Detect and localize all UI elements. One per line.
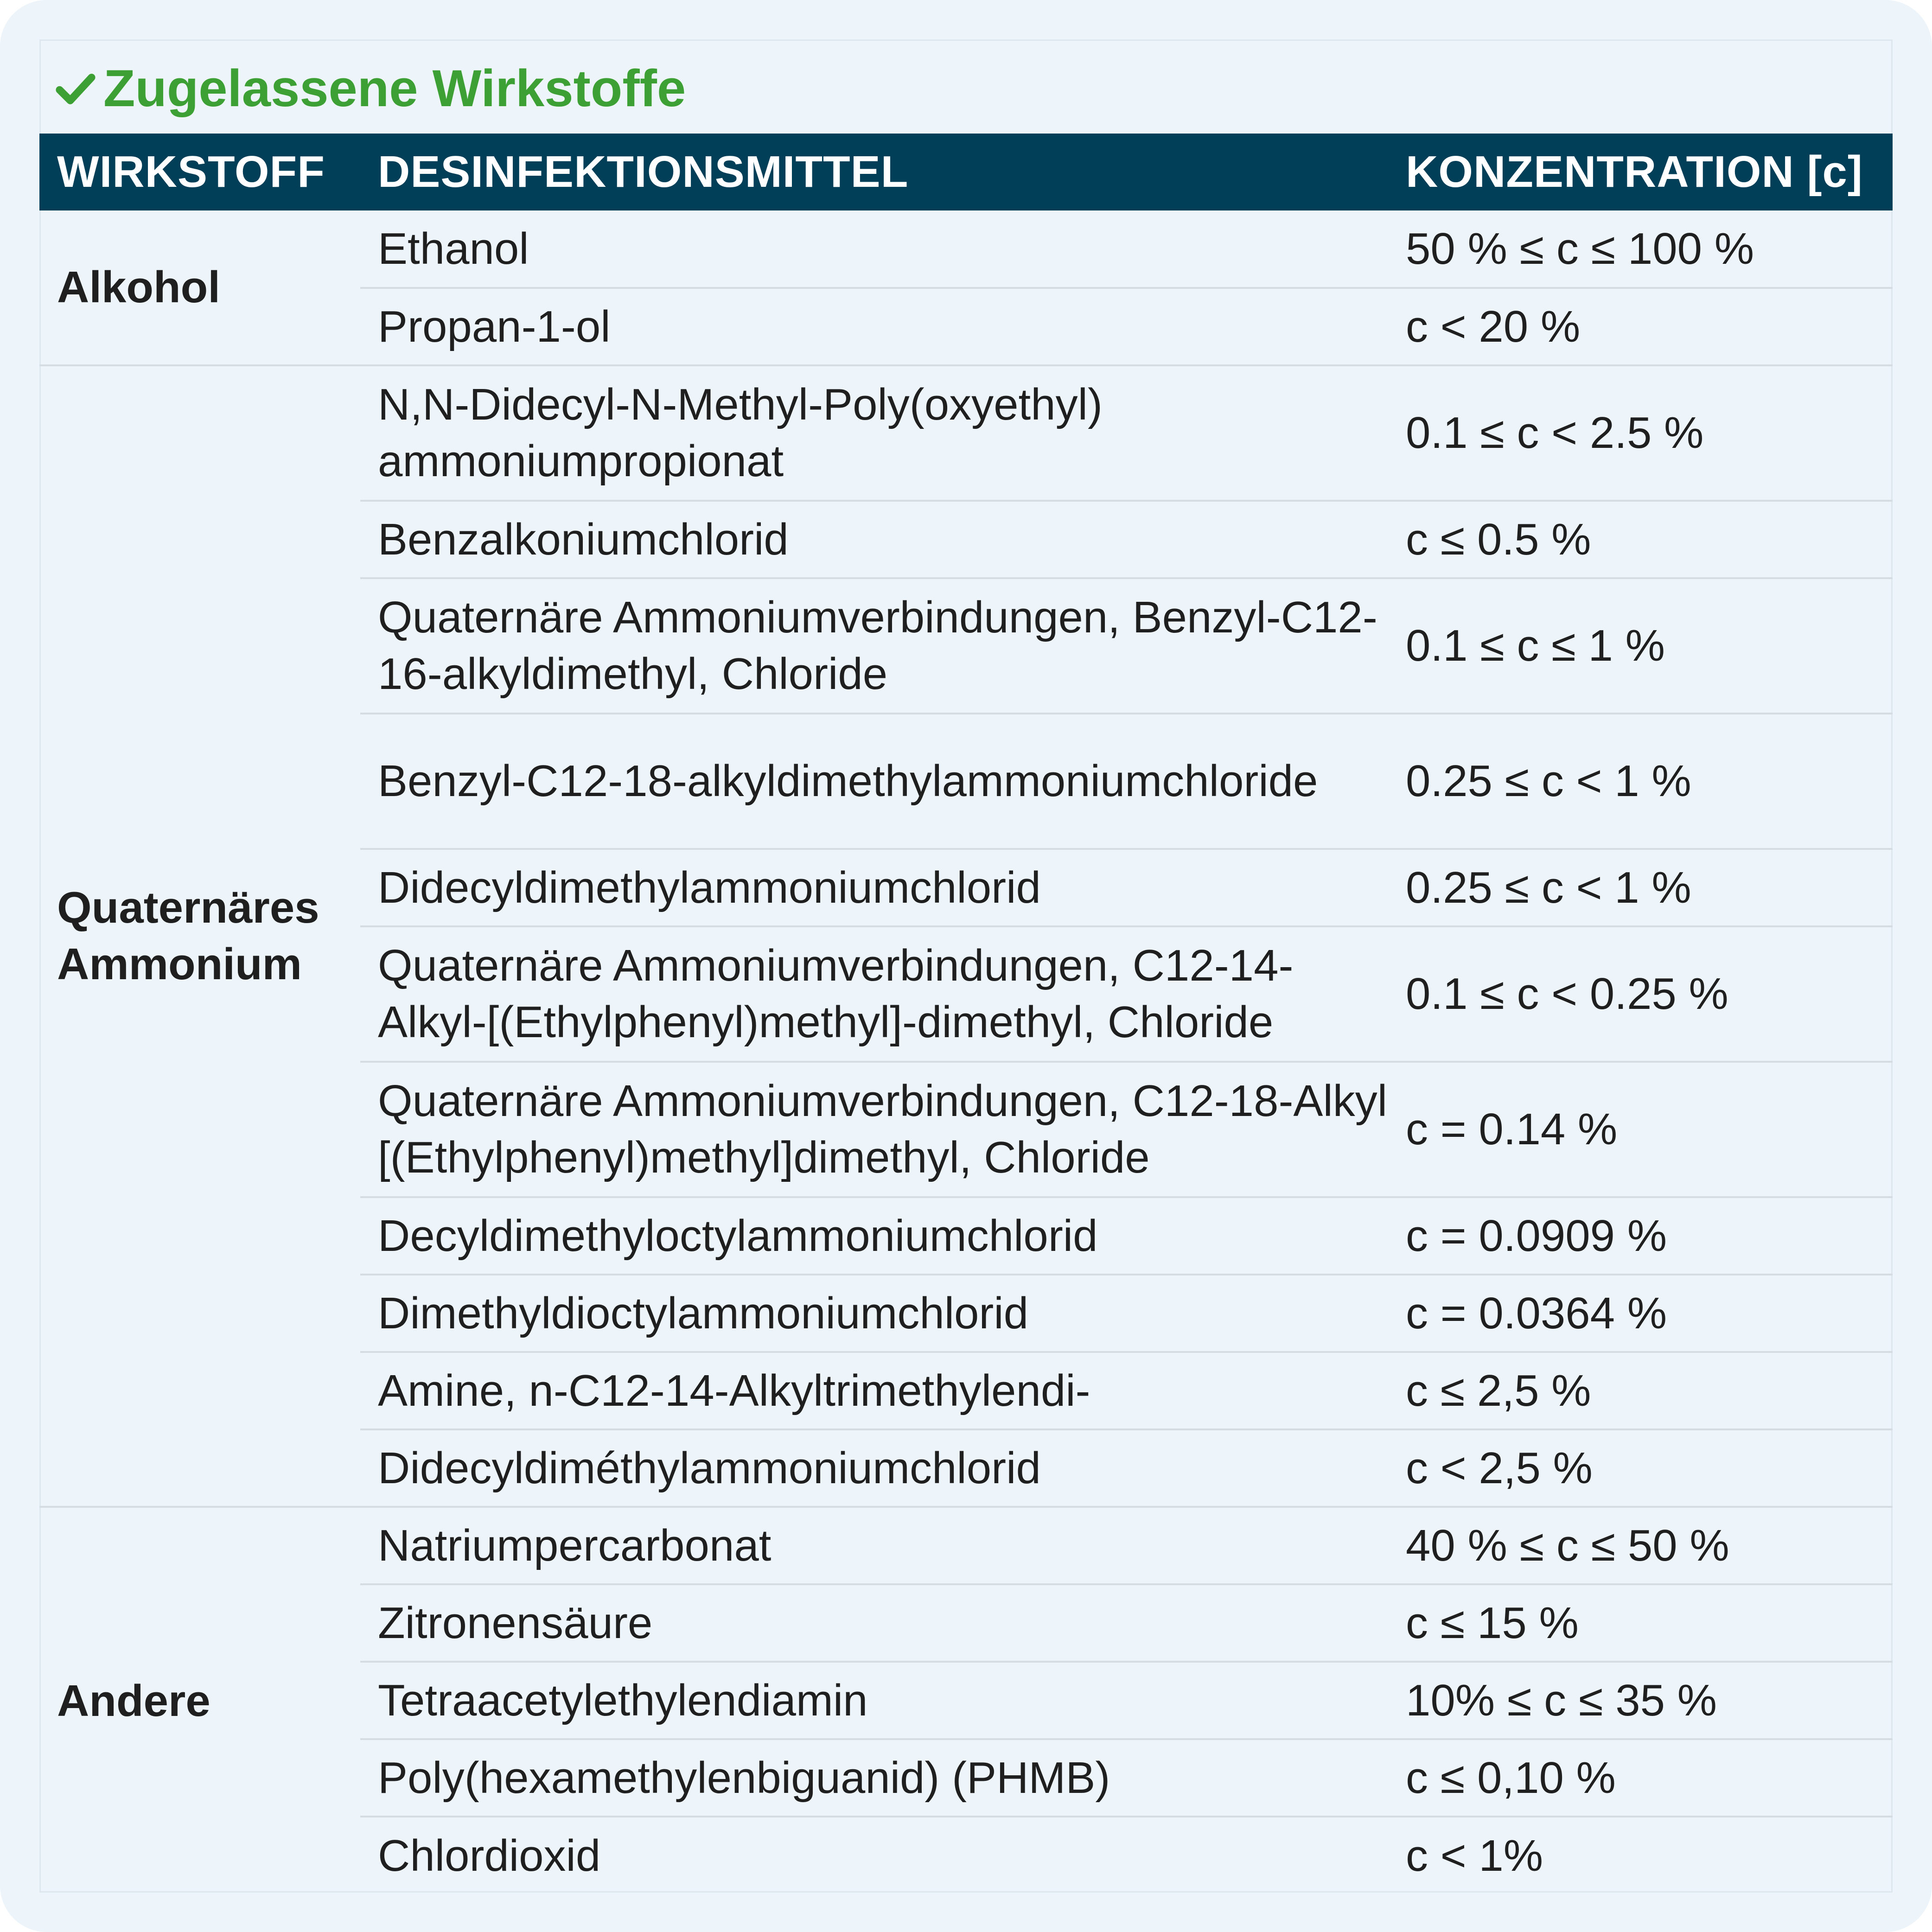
table-row: Didecyldimethylammoniumchlorid 0.25 ≤ c <… [39, 849, 1893, 927]
header-desinfektionsmittel: DESINFEKTIONSMITTEL [360, 134, 1388, 210]
section-title-text: Zugelassene Wirkstoffe [103, 59, 686, 117]
table-row: Quaternäres Ammonium N,N-Didecyl-N-Methyl… [39, 365, 1893, 1508]
table-row: Propan-1-ol c < 20 % [39, 288, 1893, 366]
concentration-cell: c ≤ 2,5 % [1388, 1352, 1893, 1430]
table-row: Didecyldiméthylammoniumchlorid c < 2,5 % [39, 1429, 1893, 1508]
header-konzentration: KONZENTRATION [c] [1388, 134, 1893, 210]
concentration-cell: 40 % ≤ c ≤ 50 % [1388, 1507, 1893, 1585]
concentration-cell: 10% ≤ c ≤ 35 % [1388, 1662, 1893, 1740]
concentration-cell: c ≤ 15 % [1388, 1584, 1893, 1663]
substance-cell: Propan-1-ol [360, 288, 1388, 366]
table-row: Quaternäre Ammoniumverbindungen, C12-14-… [39, 926, 1893, 1063]
table-header-row: WIRKSTOFF DESINFEKTIONSMITTEL KONZENTRAT… [39, 134, 1893, 210]
substance-cell: Chlordioxid [378, 1830, 601, 1881]
table-row: Poly(hexamethylenbiguanid) (PHMB) c ≤ 0,1… [39, 1739, 1893, 1817]
concentration-cell: 0.1 ≤ c < 2.5 % [1388, 365, 1893, 502]
table-row: Amine, n-C12-14-Alkyltrimethylendi-c ≤ 2… [39, 1352, 1893, 1430]
concentration-cell: c < 2,5 % [1388, 1429, 1893, 1508]
substance-cell: Natriumpercarbonat [360, 1507, 1388, 1585]
substance-cell: Dimethyldioctylammoniumchlorid [360, 1275, 1388, 1353]
concentration-cell: c = 0.0909 % [1388, 1197, 1893, 1275]
category-cell: Andere [57, 1676, 210, 1726]
substance-cell: Tetraacetylethylendiamin [360, 1662, 1388, 1740]
table-row: Zitronensäure c ≤ 15 % [39, 1584, 1893, 1663]
substance-cell: Ethanol [360, 210, 1388, 289]
substance-cell: Benzalkoniumchlorid [360, 501, 1388, 579]
header-wirkstoff: WIRKSTOFF [39, 134, 360, 210]
concentration-cell: c ≤ 0.5 % [1388, 501, 1893, 579]
active-substances-table: WIRKSTOFF DESINFEKTIONSMITTEL KONZENTRAT… [39, 134, 1893, 1894]
substance-cell: Decyldimethyloctylammoniumchlorid [360, 1197, 1388, 1275]
table-row: Dimethyldioctylammoniumchlorid c = 0.0364… [39, 1275, 1893, 1353]
substance-cell: Quaternäre Ammoniumverbindungen, C12-14-… [360, 926, 1388, 1063]
concentration-cell: 0.1 ≤ c ≤ 1 % [1388, 578, 1893, 714]
concentration-cell: 0.1 ≤ c < 0.25 % [1388, 926, 1893, 1063]
table-body: Alkohol Ethanol 50 % ≤ c ≤ 100 % Propan-1-o… [39, 210, 1893, 1894]
substance-cell: Poly(hexamethylenbiguanid) (PHMB) [360, 1739, 1388, 1817]
substance-cell: N,N-Didecyl-N-Methyl-Poly(oxyethyl) ammo… [360, 365, 1388, 502]
substance-cell: Benzyl-C12-18-alkyldimethylammoniumchlor… [360, 714, 1388, 850]
concentration-cell: c = 0.14 % [1388, 1062, 1893, 1198]
concentration-cell: c ≤ 0,10 % [1388, 1739, 1893, 1817]
table-row: Alkohol Ethanol 50 % ≤ c ≤ 100 % [39, 210, 1893, 366]
substance-cell: Didecyldimethylammoniumchlorid [360, 849, 1388, 927]
table-row: Quaternäre Ammoniumverbindungen, C12-18-… [39, 1062, 1893, 1198]
table-row: Tetraacetylethylendiamin 10% ≤ c ≤ 35 % [39, 1662, 1893, 1740]
category-cell: Alkohol [39, 210, 360, 366]
section-title: Zugelassene Wirkstoffe [54, 51, 686, 125]
substance-cell: Didecyldiméthylammoniumchlorid [360, 1429, 1388, 1508]
table-row: Chlordioxid c < 1% [39, 1817, 1893, 1894]
table-row: Benzalkoniumchlorid c ≤ 0.5 % [39, 501, 1893, 579]
table-row: Decyldimethyloctylammoniumchlorid c = 0.0… [39, 1197, 1893, 1275]
concentration-cell: 0.25 ≤ c < 1 % [1388, 849, 1893, 927]
table-row: Quaternäre Ammoniumverbindungen, Benzyl-… [39, 578, 1893, 714]
checkmark-icon [56, 73, 96, 104]
concentration-cell: c < 1% [1406, 1830, 1543, 1881]
table-row: Benzyl-C12-18-alkyldimethylammoniumchlor… [39, 714, 1893, 850]
concentration-cell: 50 % ≤ c ≤ 100 % [1388, 210, 1893, 289]
category-cell: Quaternäres Ammonium [39, 365, 360, 1508]
concentration-cell: c = 0.0364 % [1388, 1275, 1893, 1353]
substance-cell: Zitronensäure [360, 1584, 1388, 1663]
substance-cell: Amine, n-C12-14-Alkyltrimethylendi- [360, 1352, 1388, 1430]
substance-cell: Quaternäre Ammoniumverbindungen, C12-18-… [360, 1062, 1388, 1198]
substance-cell: Quaternäre Ammoniumverbindungen, Benzyl-… [360, 578, 1388, 714]
concentration-cell: c < 20 % [1388, 288, 1893, 366]
table-row: Andere Natriumpercarbonat 40 % ≤ c ≤ 50 % [39, 1507, 1893, 1726]
concentration-cell: 0.25 ≤ c < 1 % [1388, 714, 1893, 850]
